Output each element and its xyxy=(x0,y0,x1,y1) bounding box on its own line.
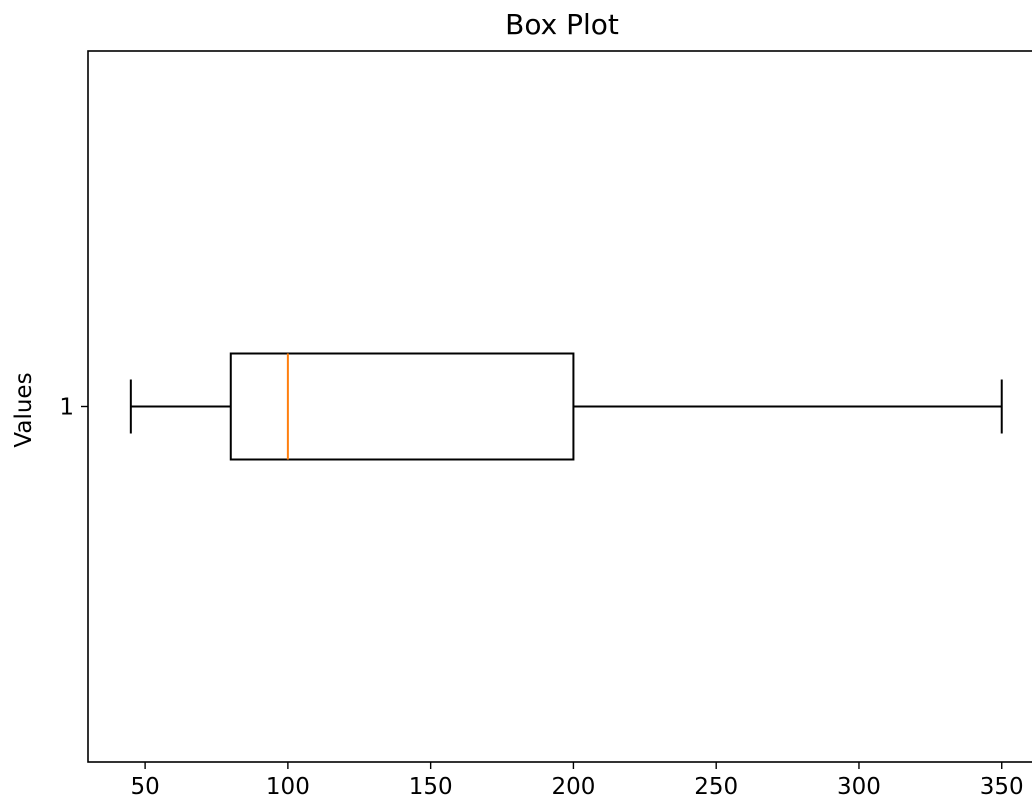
x-tick-label-50: 50 xyxy=(130,774,159,800)
x-tick-label-300: 300 xyxy=(837,774,881,800)
y-tick-label-1: 1 xyxy=(59,395,74,421)
plot-area: 50 100 150 200 250 300 350 1 xyxy=(59,50,1032,800)
x-tick-label-100: 100 xyxy=(266,774,310,800)
x-tick-label-250: 250 xyxy=(694,774,738,800)
box-iqr xyxy=(229,352,575,461)
chart-title: Box Plot xyxy=(505,8,619,41)
y-axis-label: Values xyxy=(11,372,37,447)
x-tick-label-200: 200 xyxy=(551,774,595,800)
x-tick-label-150: 150 xyxy=(409,774,453,800)
x-tick-label-350: 350 xyxy=(980,774,1024,800)
